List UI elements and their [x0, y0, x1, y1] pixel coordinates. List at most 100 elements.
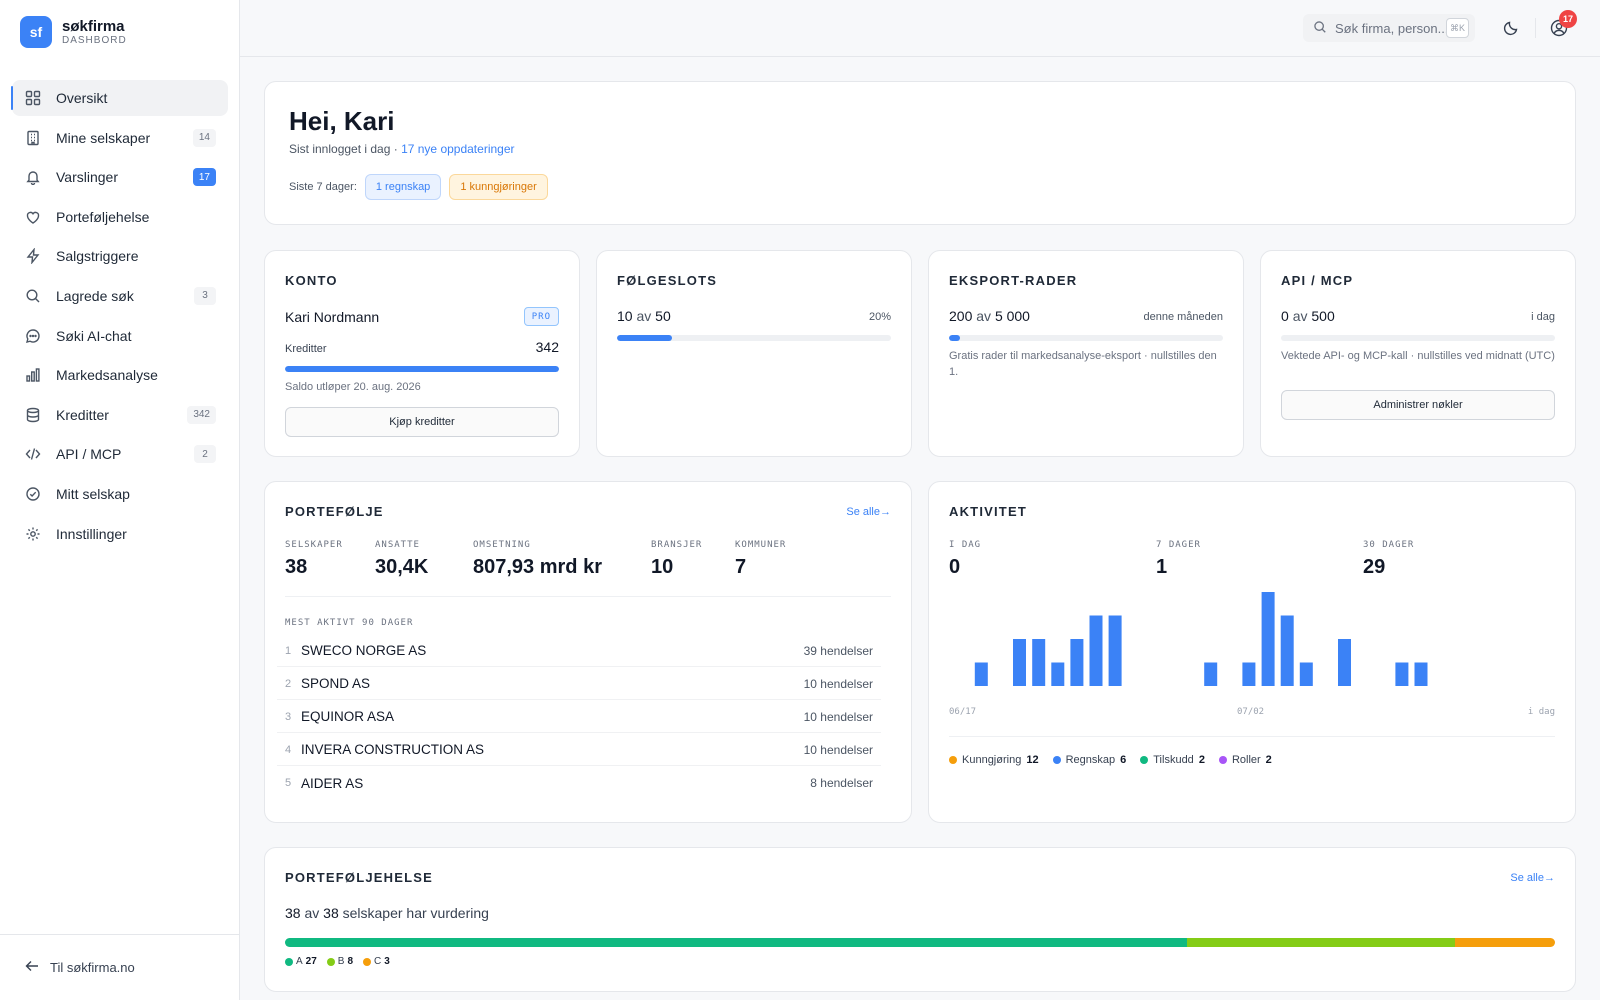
- sidebar-item-api-mcp[interactable]: API / MCP 2: [12, 436, 228, 472]
- buy-credits-button[interactable]: Kjøp kreditter: [285, 407, 559, 437]
- event-count: 10 hendelser: [803, 709, 873, 724]
- legend-count: 2: [1265, 754, 1272, 766]
- legend-item-a: A 27: [285, 956, 317, 967]
- card-title: PORTEFØLJE: [285, 504, 384, 519]
- stat-value: 1: [1156, 556, 1168, 578]
- sidebar-item-label: Oversikt: [56, 90, 108, 106]
- card-title: EKSPORT-RADER: [949, 273, 1078, 288]
- activity-bar-06/24: [1089, 615, 1103, 686]
- follow-slots-percent: 20%: [868, 311, 891, 323]
- sidebar-item-kreditter[interactable]: Kreditter 342: [12, 397, 228, 433]
- credits-progress-fill: [285, 366, 559, 372]
- activity-bar-06/21: [1032, 639, 1046, 686]
- chip-regnskap[interactable]: 1 regnskap: [364, 174, 442, 200]
- activity-bar-06/25: [1108, 615, 1122, 686]
- topbar: Søk firma, person... ⌘K 17: [240, 0, 1600, 57]
- sidebar-item-soki-ai-chat[interactable]: Søki AI-chat: [12, 318, 228, 354]
- list-item[interactable]: 4 INVERA CONSTRUCTION AS 10 hendelser: [277, 734, 881, 766]
- search-icon: [1313, 20, 1327, 37]
- search-input[interactable]: Søk firma, person... ⌘K: [1303, 14, 1475, 42]
- total-value: 5 000: [994, 308, 1030, 324]
- sidebar-item-oversikt[interactable]: Oversikt: [11, 80, 228, 116]
- sidebar-item-lagrede-sok[interactable]: Lagrede søk 3: [12, 278, 228, 314]
- search-placeholder: Søk firma, person...: [1335, 20, 1449, 36]
- sidebar-item-markedsanalyse[interactable]: Markedsanalyse: [12, 357, 228, 393]
- list-item[interactable]: 3 EQUINOR ASA 10 hendelser: [277, 701, 881, 733]
- export-note: Gratis rader til markedsanalyse-eksport …: [949, 350, 1217, 378]
- stat-value: 30,4K: [375, 556, 429, 578]
- list-item[interactable]: 1 SWECO NORGE AS 39 hendelser: [277, 635, 881, 667]
- rank: 4: [285, 743, 292, 756]
- page-title: Hei, Kari: [289, 106, 395, 136]
- rank: 2: [285, 677, 292, 690]
- health-segment-b: [1187, 938, 1455, 947]
- sidebar-item-mitt-selskap[interactable]: Mitt selskap: [12, 476, 228, 512]
- most-active-label: MEST AKTIVT 90 DAGER: [285, 618, 414, 628]
- follow-slots-progress: [617, 335, 891, 341]
- export-usage: 200 av 5 000: [949, 308, 1030, 324]
- legend-label: Tilskudd: [1153, 754, 1194, 766]
- used-value: 0: [1281, 308, 1289, 324]
- legend-count: 6: [1120, 754, 1127, 766]
- credits-expiry: Saldo utløper 20. aug. 2026: [285, 381, 421, 393]
- card-title: AKTIVITET: [949, 504, 1027, 519]
- legend-label: Kunngjøring: [962, 754, 1022, 766]
- export-period: denne måneden: [1143, 311, 1223, 323]
- legend-dot: [326, 957, 335, 966]
- follow-slots-card: FØLGESLOTS 10 av 50 20%: [596, 250, 912, 457]
- legend-dot: [949, 756, 957, 764]
- api-progress: [1281, 335, 1555, 341]
- sidebar-item-label: Markedsanalyse: [56, 367, 158, 384]
- bar-chart-icon: [24, 366, 42, 384]
- activity-bar-07/03: [1261, 592, 1275, 686]
- sidebar-item-mine-selskaper[interactable]: Mine selskaper 14: [12, 120, 228, 156]
- sidebar-item-innstillinger[interactable]: Innstillinger: [12, 516, 228, 552]
- see-all-link[interactable]: Se alle→: [1510, 872, 1555, 884]
- health-distribution-bar: [285, 938, 1555, 947]
- sidebar: sf søkfirma DASHBORD Oversikt Mine selsk…: [0, 0, 240, 1000]
- activity-bar-06/22: [1051, 662, 1065, 686]
- total-value: 500: [1311, 308, 1335, 324]
- moon-icon[interactable]: [1501, 18, 1521, 38]
- divider: [949, 736, 1555, 737]
- event-count: 10 hendelser: [803, 742, 873, 757]
- sidebar-item-portefoljehelse[interactable]: Porteføljehelse: [12, 199, 228, 235]
- sidebar-item-label: API / MCP: [56, 446, 122, 463]
- back-to-site-link[interactable]: Til søkfirma.no: [0, 934, 239, 1000]
- legend-item: Roller 2: [1218, 754, 1272, 766]
- legend-dot: [285, 957, 293, 966]
- last-login-text: Sist innlogget i dag ·: [289, 142, 402, 156]
- export-progress: [949, 335, 1223, 341]
- brand-subtitle: DASHBORD: [62, 34, 127, 46]
- stat-label: OMSETNING: [473, 540, 531, 550]
- used-value: 200: [949, 308, 973, 324]
- of-word: av: [1292, 308, 1308, 324]
- gear-icon: [24, 525, 42, 543]
- list-item[interactable]: 5 AIDER AS 8 hendelser: [277, 767, 881, 799]
- activity-bar-06/30: [1204, 662, 1218, 686]
- grade-label: A: [296, 956, 303, 967]
- credits-value: 342: [535, 339, 559, 355]
- axis-label-mid: 07/02: [1237, 707, 1265, 717]
- legend-dot: [1052, 756, 1061, 764]
- count-badge: 3: [194, 286, 216, 305]
- activity-bar-07/04: [1280, 615, 1294, 686]
- plan-badge: PRO: [523, 307, 559, 326]
- updates-link[interactable]: 17 nye oppdateringer: [401, 142, 515, 156]
- stat-value: 29: [1363, 556, 1386, 578]
- stat-label: BRANSJER: [651, 540, 703, 550]
- arrow-left-icon: [24, 958, 40, 977]
- brand-logo: sf: [20, 16, 52, 48]
- activity-bar-06/20: [1013, 639, 1026, 686]
- manage-keys-button[interactable]: Administrer nøkler: [1281, 390, 1555, 420]
- chip-kunngjoringer[interactable]: 1 kunngjøringer: [449, 174, 548, 200]
- sidebar-item-salgstriggere[interactable]: Salgstriggere: [12, 238, 228, 274]
- activity-card: AKTIVITET I DAG 0 7 DAGER 1 30 DAGER 29 …: [928, 481, 1576, 823]
- legend-item: Regnskap 6: [1052, 754, 1127, 766]
- list-item[interactable]: 2 SPOND AS 10 hendelser: [277, 668, 881, 700]
- sidebar-item-varslinger[interactable]: Varslinger 17: [12, 159, 228, 195]
- api-period: i dag: [1531, 311, 1555, 323]
- sidebar-item-label: Lagrede søk: [56, 287, 134, 304]
- see-all-link[interactable]: Se alle→: [846, 506, 891, 518]
- brand[interactable]: sf søkfirma DASHBORD: [20, 16, 127, 48]
